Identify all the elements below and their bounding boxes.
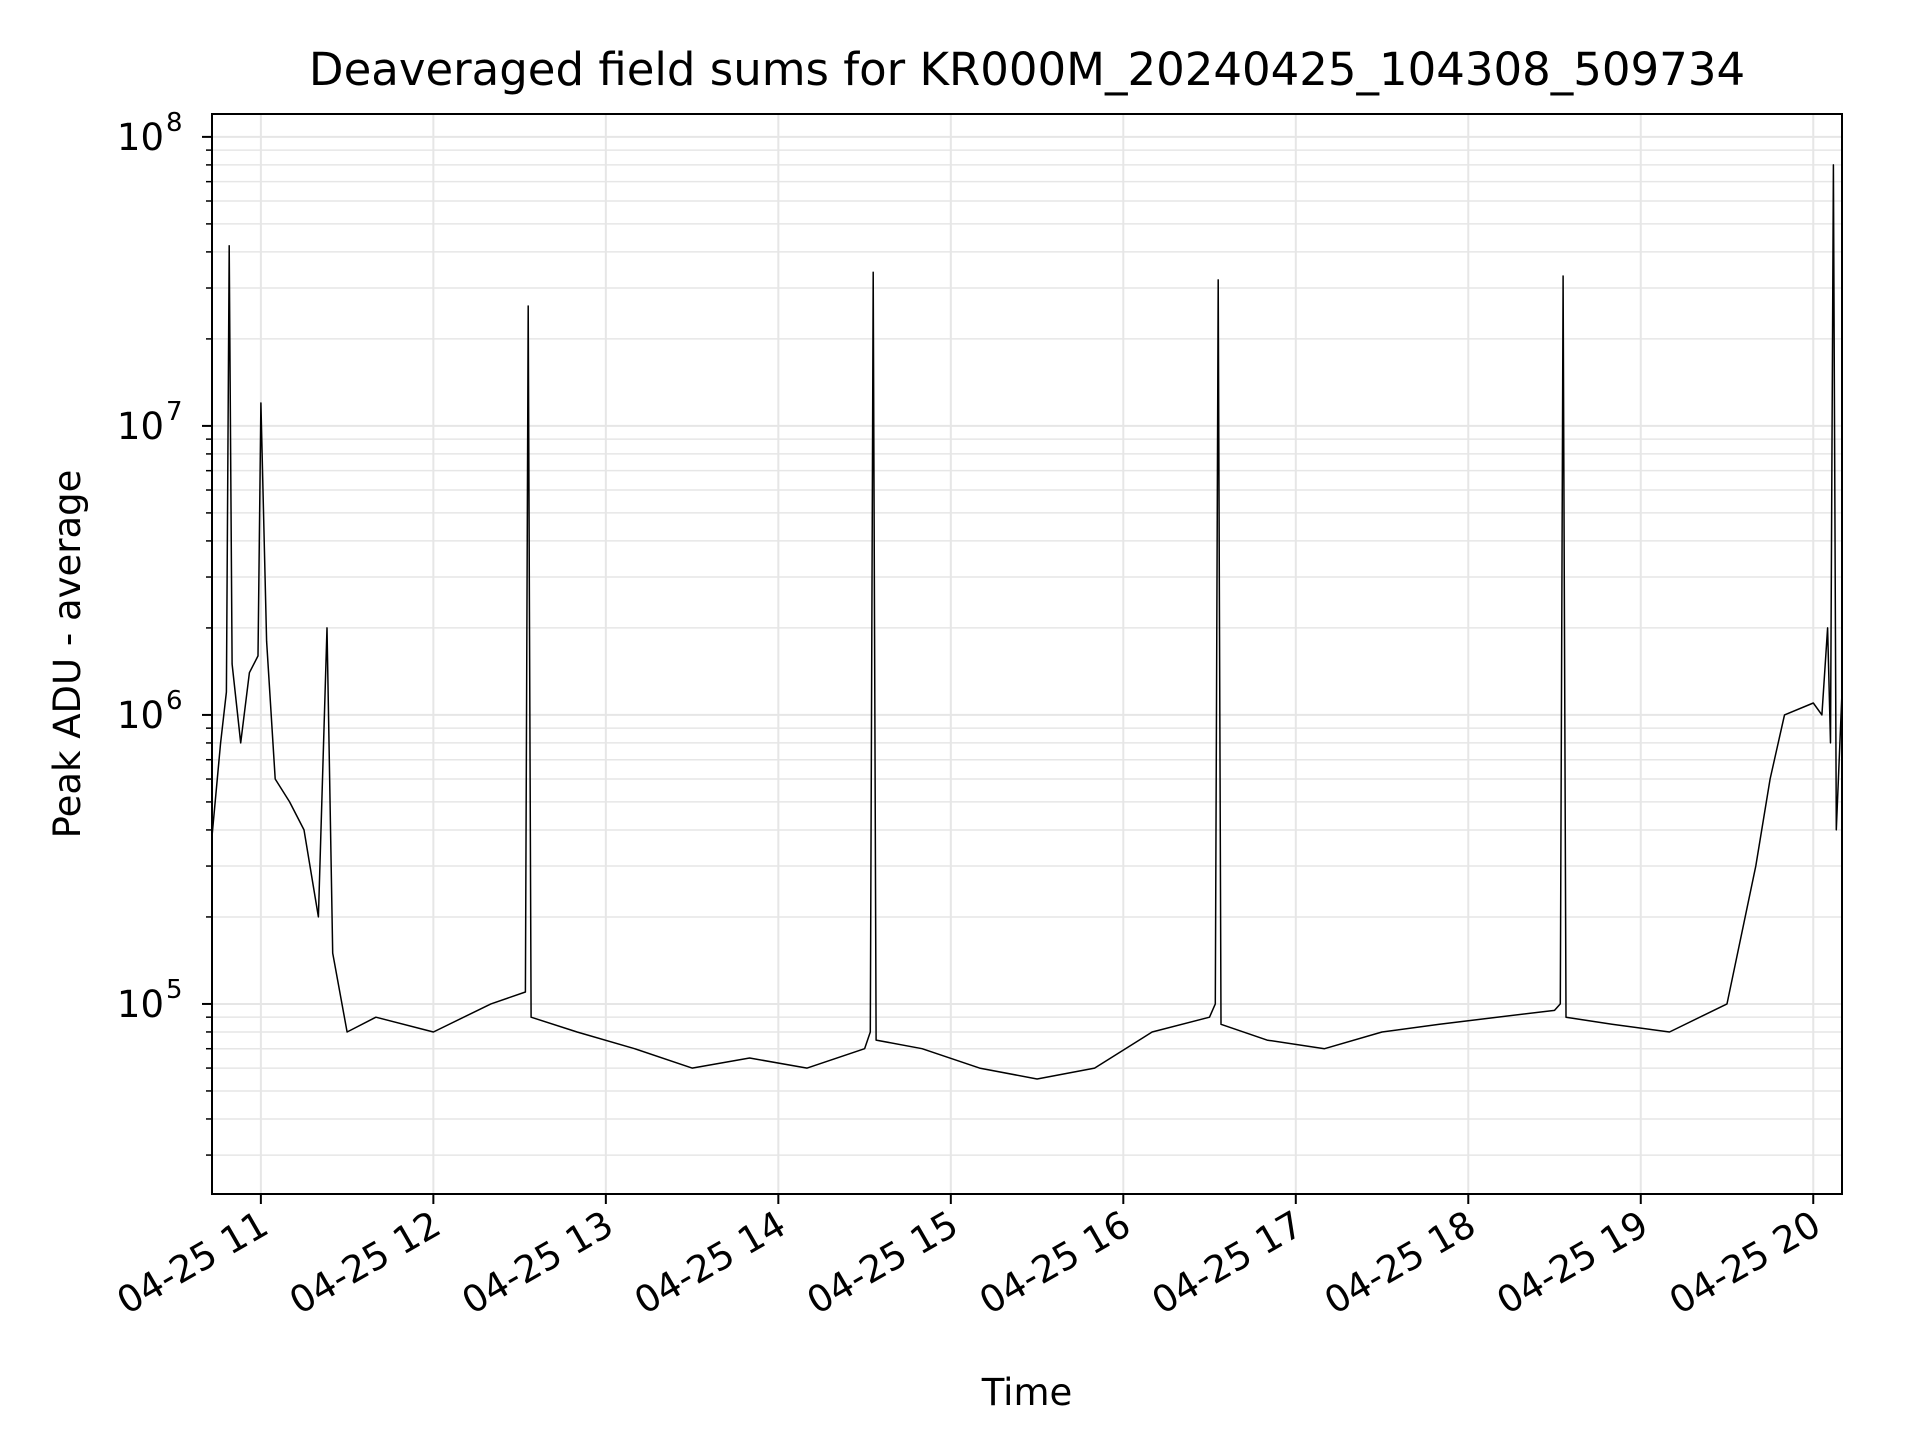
- grid-layer: [212, 114, 1842, 1194]
- y-tick-label: 10: [117, 405, 164, 448]
- x-axis-label: Time: [981, 1371, 1073, 1414]
- y-tick-label: 10: [117, 116, 164, 159]
- series-line: [211, 164, 1843, 1080]
- y-axis-label: Peak ADU - average: [46, 470, 89, 839]
- y-tick-label-exponent: 7: [166, 397, 183, 427]
- y-tick-label: 10: [117, 983, 164, 1026]
- plot-frame: [211, 113, 1843, 1195]
- chart-title: Deaveraged field sums for KR000M_2024042…: [309, 43, 1745, 96]
- y-tick-label: 10: [117, 694, 164, 737]
- y-tick-label-exponent: 6: [166, 686, 183, 716]
- line-layer: [211, 164, 1843, 1080]
- y-tick-label-exponent: 8: [166, 108, 183, 138]
- y-tick-label-exponent: 5: [166, 975, 183, 1005]
